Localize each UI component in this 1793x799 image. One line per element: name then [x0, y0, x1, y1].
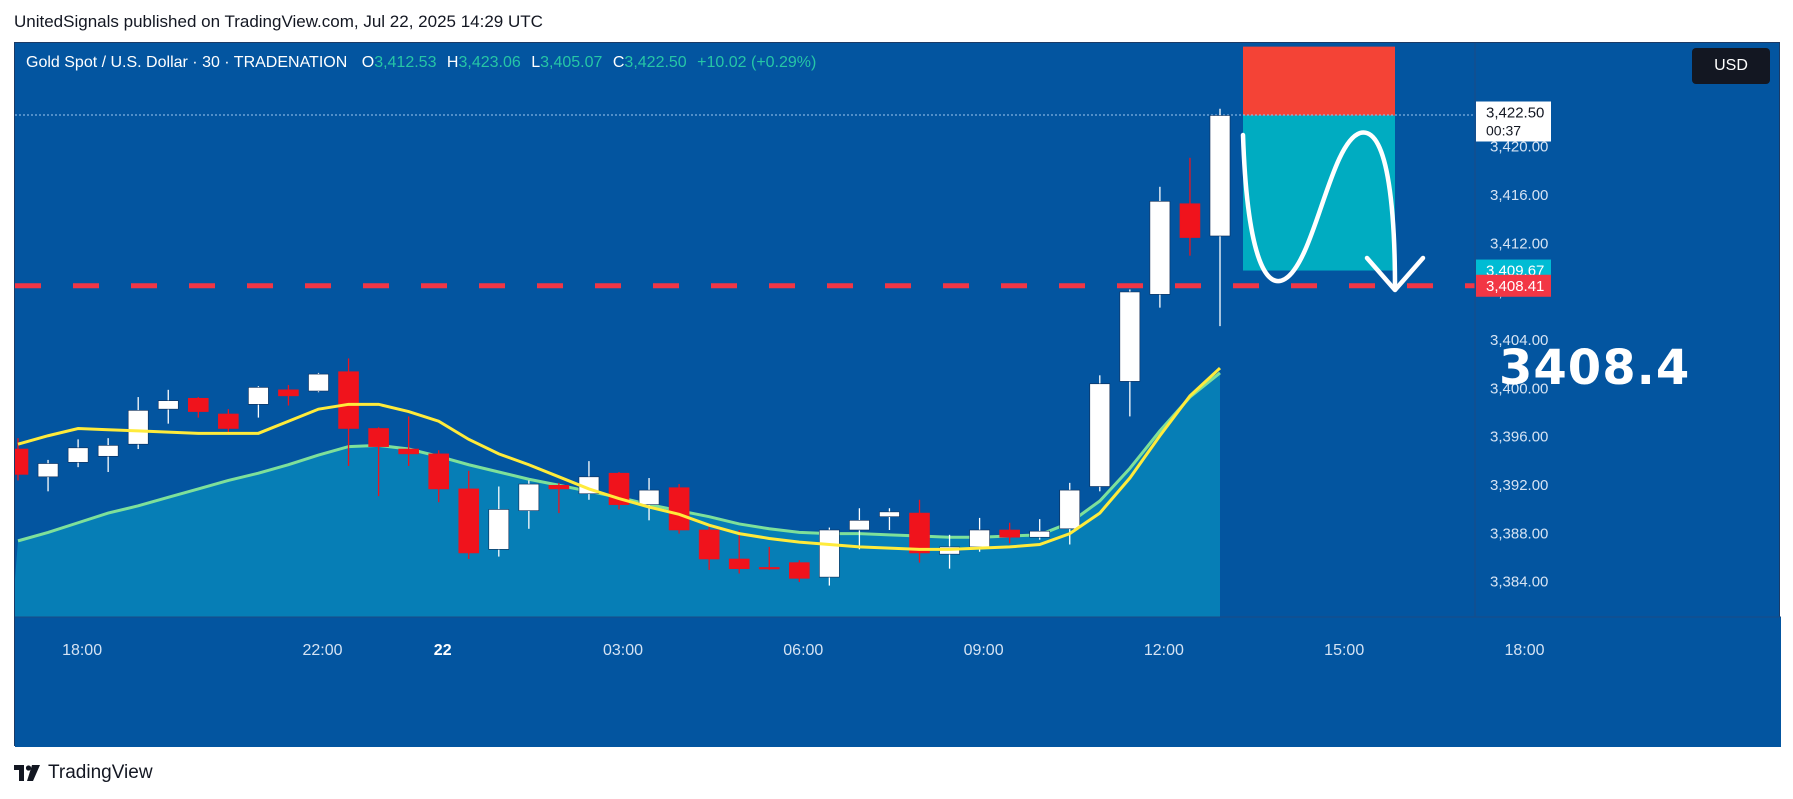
candle-body[interactable]	[398, 448, 419, 455]
price-label-badge	[1476, 101, 1551, 142]
y-tick-label: 3,412.00	[1490, 235, 1548, 252]
y-tick-label: 3,400.00	[1490, 380, 1548, 397]
open-value: 3,412.53	[374, 54, 437, 71]
candle-body[interactable]	[668, 487, 690, 531]
candle-body[interactable]	[728, 558, 750, 569]
candle-body[interactable]	[308, 373, 329, 392]
open-label: O	[361, 54, 375, 71]
candle-body[interactable]	[1209, 115, 1231, 237]
candle-body[interactable]	[518, 483, 540, 511]
x-tick-label: 22	[434, 642, 452, 659]
x-tick-label: 15:00	[1324, 642, 1364, 659]
x-tick-label: 12:00	[1144, 642, 1184, 659]
x-tick-label: 06:00	[783, 642, 823, 659]
countdown-text: 00:37	[1486, 123, 1521, 139]
target-annotation: 3408.4	[1499, 340, 1691, 396]
candle-body[interactable]	[1029, 530, 1051, 538]
candle-body[interactable]	[368, 428, 389, 447]
projection-arrow-icon	[1364, 255, 1426, 293]
close-label: C	[612, 54, 625, 71]
candle-body[interactable]	[338, 371, 359, 429]
candle-body[interactable]	[127, 410, 149, 445]
candle-body[interactable]	[157, 400, 179, 410]
candle-body[interactable]	[758, 567, 780, 570]
candle-body[interactable]	[548, 484, 570, 490]
stop-loss-zone[interactable]	[1243, 46, 1395, 116]
footer-branding: TradingView	[14, 762, 153, 784]
candle-body[interactable]	[15, 448, 29, 475]
ohlc-legend: Gold Spot / U.S. Dollar · 30 · TRADENATI…	[26, 54, 816, 72]
y-tick-label: 3,404.00	[1490, 332, 1548, 349]
candle-body[interactable]	[879, 511, 900, 518]
candle-body[interactable]	[999, 529, 1020, 538]
currency-button[interactable]: USD	[1692, 48, 1770, 84]
candle-body[interactable]	[67, 447, 89, 463]
candle-body[interactable]	[488, 509, 510, 550]
y-tick-label: 3,396.00	[1490, 429, 1548, 446]
close-value: 3,422.50	[624, 54, 687, 71]
candle-body[interactable]	[188, 397, 209, 412]
candle-body[interactable]	[248, 387, 269, 405]
ma-area-fill	[15, 372, 1220, 617]
yellow-ma-line	[17, 366, 1222, 551]
x-tick-label: 18:00	[62, 642, 102, 659]
high-value: 3,423.06	[458, 54, 521, 71]
candle-body[interactable]	[788, 562, 810, 579]
candle-body[interactable]	[638, 489, 660, 505]
x-tick-label: 18:00	[1504, 642, 1544, 659]
publish-header: UnitedSignals published on TradingView.c…	[14, 12, 543, 31]
candle-body[interactable]	[97, 445, 119, 457]
candle-body[interactable]	[458, 488, 480, 554]
candle-body[interactable]	[849, 520, 870, 531]
x-tick-label: 22:00	[302, 642, 342, 659]
candle-body[interactable]	[428, 453, 450, 490]
candle-body[interactable]	[1149, 201, 1171, 295]
candlestick-chart[interactable]: 18:00 22:00 22 03:00 06:00 09:00 12:00 15:00 18:…	[15, 43, 1781, 747]
y-tick-label: 3,384.00	[1490, 574, 1548, 591]
candle-body[interactable]	[698, 529, 720, 560]
y-tick-label: 3,420.00	[1490, 139, 1548, 156]
candle-body[interactable]	[278, 389, 299, 397]
candle-body[interactable]	[37, 463, 59, 478]
high-label: H	[446, 54, 459, 71]
symbol-name[interactable]: Gold Spot / U.S. Dollar · 30 · TRADENATI…	[26, 54, 348, 71]
candle-body[interactable]	[909, 512, 930, 554]
brand-name[interactable]: TradingView	[48, 762, 153, 783]
candle-body[interactable]	[1089, 383, 1111, 487]
price-label-badge	[1476, 274, 1551, 297]
price-label-text: 3,422.50	[1486, 105, 1544, 122]
tradingview-logo-icon[interactable]	[14, 765, 40, 781]
price-label-text: 3,408.41	[1486, 278, 1544, 295]
low-value: 3,405.07	[540, 54, 603, 71]
candle-body[interactable]	[1179, 203, 1201, 238]
chart-panel[interactable]: 18:00 22:00 22 03:00 06:00 09:00 12:00 15:00 18:…	[14, 42, 1781, 747]
change-value: +10.02 (+0.29%)	[697, 54, 817, 71]
low-label: L	[531, 54, 541, 71]
y-tick-label: 3,392.00	[1490, 477, 1548, 494]
x-tick-label: 09:00	[964, 642, 1004, 659]
candle-body[interactable]	[819, 529, 840, 578]
y-tick-label: 3,388.00	[1490, 525, 1548, 542]
candle-body[interactable]	[1119, 291, 1141, 382]
candle-body[interactable]	[1059, 489, 1081, 530]
y-tick-label: 3,416.00	[1490, 187, 1548, 204]
candle-body[interactable]	[969, 529, 990, 548]
x-tick-label: 03:00	[603, 642, 643, 659]
take-profit-zone[interactable]	[1243, 115, 1395, 271]
candle-body[interactable]	[218, 413, 239, 429]
projection-curve[interactable]	[1240, 130, 1398, 291]
time-axis[interactable]	[15, 617, 1781, 747]
